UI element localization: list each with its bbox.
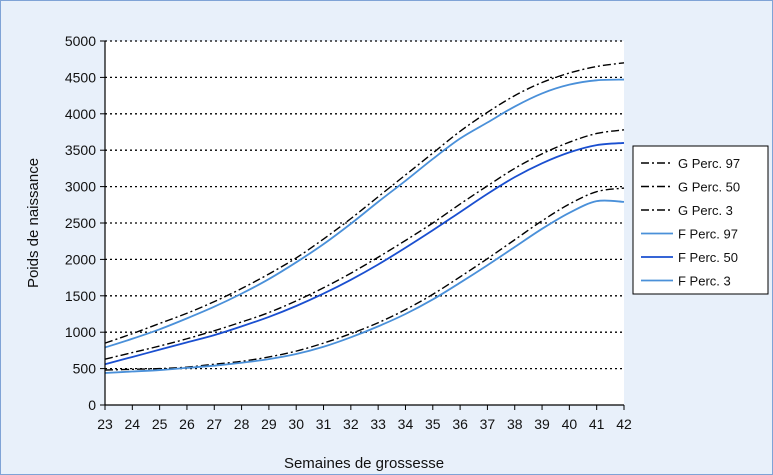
y-tick-label: 2000 — [65, 251, 96, 267]
x-tick-label: 26 — [179, 416, 195, 432]
series-line-3 — [104, 78, 625, 349]
series-line-0 — [104, 62, 625, 344]
y-tick-label: 3000 — [65, 179, 96, 195]
x-tick-label: 32 — [343, 416, 359, 432]
y-tick-label: 1500 — [65, 288, 96, 304]
legend-label: F Perc. 50 — [678, 250, 738, 265]
legend-label: F Perc. 3 — [678, 274, 731, 289]
x-tick-label: 42 — [616, 416, 632, 432]
x-tick-label: 31 — [316, 416, 332, 432]
legend-label: G Perc. 3 — [678, 203, 733, 218]
legend-label: F Perc. 97 — [678, 227, 738, 242]
x-tick-label: 39 — [534, 416, 550, 432]
x-tick-label: 33 — [370, 416, 386, 432]
y-tick-label: 5000 — [65, 33, 96, 49]
legend-label: G Perc. 50 — [678, 180, 740, 195]
legend-items: G Perc. 97 G Perc. 50 G Perc. 3 F Perc. 97 F… — [641, 156, 740, 289]
x-tick-label: 29 — [261, 416, 277, 432]
x-tick-label: 40 — [562, 416, 578, 432]
x-tick-labels: 23 24 25 26 27 28 29 30 31 32 33 34 35 36 37 38 39 40 41 42 — [97, 405, 632, 432]
y-tick-label: 500 — [73, 361, 97, 377]
x-tick-label: 38 — [507, 416, 523, 432]
y-tick-label: 2500 — [65, 215, 96, 231]
x-tick-label: 36 — [452, 416, 468, 432]
x-tick-label: 35 — [425, 416, 441, 432]
x-tick-label: 30 — [288, 416, 304, 432]
x-tick-label: 25 — [152, 416, 168, 432]
x-tick-label: 41 — [589, 416, 605, 432]
x-tick-label: 34 — [398, 416, 414, 432]
y-tick-label: 0 — [88, 397, 96, 413]
legend-box — [632, 145, 769, 295]
y-tick-label: 1000 — [65, 324, 96, 340]
grid-lines — [105, 40, 624, 370]
series-lines — [104, 62, 625, 374]
x-axis-title: Semaines de grossesse — [284, 455, 444, 472]
series-line-5 — [104, 199, 625, 374]
x-tick-label: 28 — [234, 416, 250, 432]
y-tick-label: 4500 — [65, 69, 96, 85]
x-tick-label: 27 — [206, 416, 222, 432]
legend-label: G Perc. 97 — [678, 156, 740, 171]
legend: G Perc. 97 G Perc. 50 G Perc. 3 F Perc. 97 F… — [632, 145, 769, 295]
series-line-1 — [104, 129, 625, 360]
y-tick-label: 3500 — [65, 142, 96, 158]
y-tick-label: 4000 — [65, 106, 96, 122]
x-tick-label: 37 — [480, 416, 496, 432]
x-tick-label: 24 — [125, 416, 141, 432]
y-axis-title: Poids de naissance — [25, 158, 42, 288]
x-tick-label: 23 — [97, 416, 113, 432]
y-tick-labels: 0 500 1000 1500 2000 2500 3000 3500 4000 4500 5000 — [65, 33, 105, 413]
series-line-4 — [104, 142, 625, 366]
